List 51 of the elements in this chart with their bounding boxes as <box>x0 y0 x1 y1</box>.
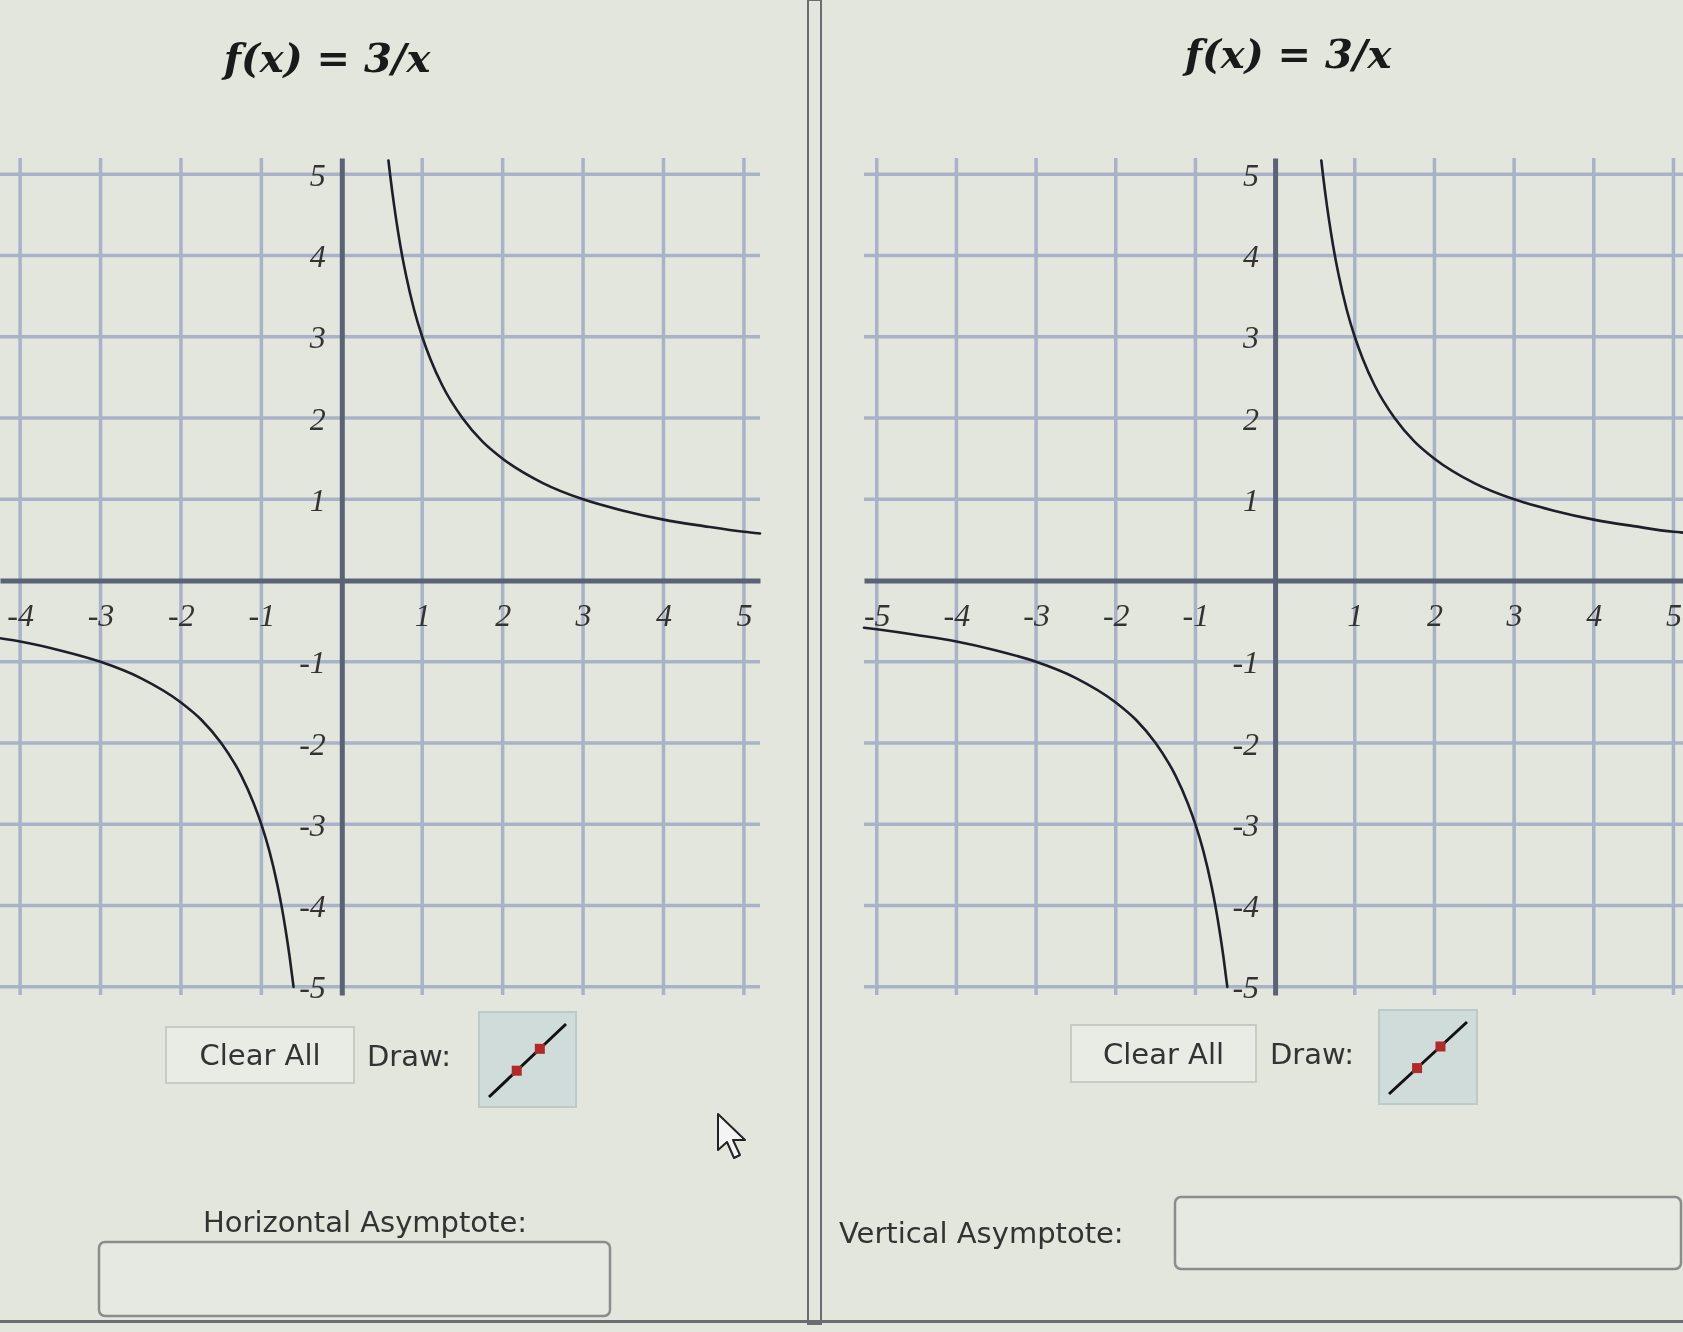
y-tick-label: 5 <box>1243 156 1260 193</box>
x-tick-label: -3 <box>87 596 115 633</box>
y-tick-label: 3 <box>308 319 326 356</box>
button: Clear All <box>1070 1024 1257 1083</box>
text: Vertical Asymptote: <box>839 1216 1124 1250</box>
y-tick-label: -5 <box>1232 969 1260 1006</box>
y-tick-label: -3 <box>1232 806 1260 843</box>
y-tick-label: 4 <box>309 238 326 275</box>
chart-title: f(x) = 3/x <box>1181 30 1393 77</box>
text: Draw: <box>1270 1037 1354 1071</box>
y-tick-label: 3 <box>1242 319 1260 356</box>
y-tick-label: -4 <box>299 888 326 925</box>
y-tick-label: -3 <box>299 806 326 843</box>
y-tick-label: 4 <box>1243 238 1260 275</box>
y-tick-label: -1 <box>299 644 326 681</box>
y-tick-label: 2 <box>309 400 326 437</box>
x-tick-label: 3 <box>1505 596 1523 633</box>
x-tick-label: 3 <box>574 596 592 633</box>
y-tick-label: -2 <box>1232 725 1260 762</box>
x-tick-label: -5 <box>863 596 891 633</box>
x-tick-label: 2 <box>495 596 512 633</box>
x-tick-label: -2 <box>1102 596 1130 633</box>
text: Horizontal Asymptote: <box>202 1205 528 1239</box>
x-tick-label: 1 <box>414 596 431 633</box>
line-series <box>862 626 1229 989</box>
y-tick-label: -2 <box>299 725 326 762</box>
text: Draw: <box>367 1039 451 1073</box>
x-tick-label: 4 <box>1586 596 1603 633</box>
x-tick-label: 5 <box>736 596 753 633</box>
chart-title: f(x) = 3/x <box>220 34 432 81</box>
x-tick-label: -4 <box>7 596 34 633</box>
x-tick-label: 2 <box>1426 596 1443 633</box>
x-tick-label: -1 <box>248 596 276 633</box>
x-tick-label: -1 <box>1182 596 1210 633</box>
x-tick-label: -3 <box>1023 596 1050 633</box>
y-tick-label: 5 <box>309 156 326 193</box>
line-series <box>0 636 295 989</box>
y-tick-label: 1 <box>1243 481 1260 518</box>
y-tick-label: 2 <box>1243 400 1260 437</box>
y-tick-label: -4 <box>1232 888 1260 925</box>
x-tick-label: -2 <box>168 596 195 633</box>
x-tick-label: 5 <box>1665 596 1682 633</box>
y-tick-label: -5 <box>299 969 326 1006</box>
x-tick-label: 4 <box>655 596 672 633</box>
button: Clear All <box>165 1026 355 1084</box>
line-series <box>1320 159 1683 534</box>
y-tick-label: 1 <box>309 481 326 518</box>
x-tick-label: 1 <box>1347 596 1364 633</box>
line-series <box>387 159 762 535</box>
y-tick-label: -1 <box>1232 644 1260 681</box>
x-tick-label: -4 <box>943 596 971 633</box>
